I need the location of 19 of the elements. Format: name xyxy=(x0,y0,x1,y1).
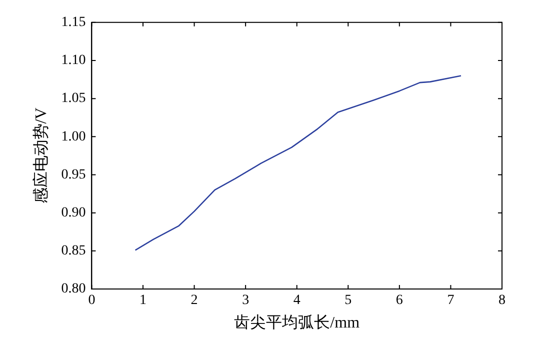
y-tick-label: 1.10 xyxy=(61,53,86,68)
x-tick-label: 4 xyxy=(293,293,300,308)
y-tick-label: 0.80 xyxy=(61,282,86,297)
x-tick-label: 0 xyxy=(88,293,96,308)
y-tick-label: 0.95 xyxy=(61,167,86,182)
x-tick-label: 3 xyxy=(242,293,250,308)
y-tick-label: 1.05 xyxy=(61,91,86,106)
x-tick-label: 6 xyxy=(396,293,403,308)
y-axis-title: 感应电动势/V xyxy=(32,107,50,204)
x-tick-label: 7 xyxy=(447,293,454,308)
x-tick-label: 5 xyxy=(344,293,352,308)
y-tick-label: 1.00 xyxy=(61,129,86,144)
y-tick-label: 1.15 xyxy=(61,15,86,30)
x-tick-label: 1 xyxy=(139,293,146,308)
y-tick-label: 0.90 xyxy=(61,206,86,220)
x-tick-label: 8 xyxy=(498,293,506,308)
y-tick-label: 0.85 xyxy=(61,244,86,259)
x-tick-label: 2 xyxy=(190,293,198,308)
x-axis-title: 齿尖平均弧长/mm xyxy=(234,314,360,332)
